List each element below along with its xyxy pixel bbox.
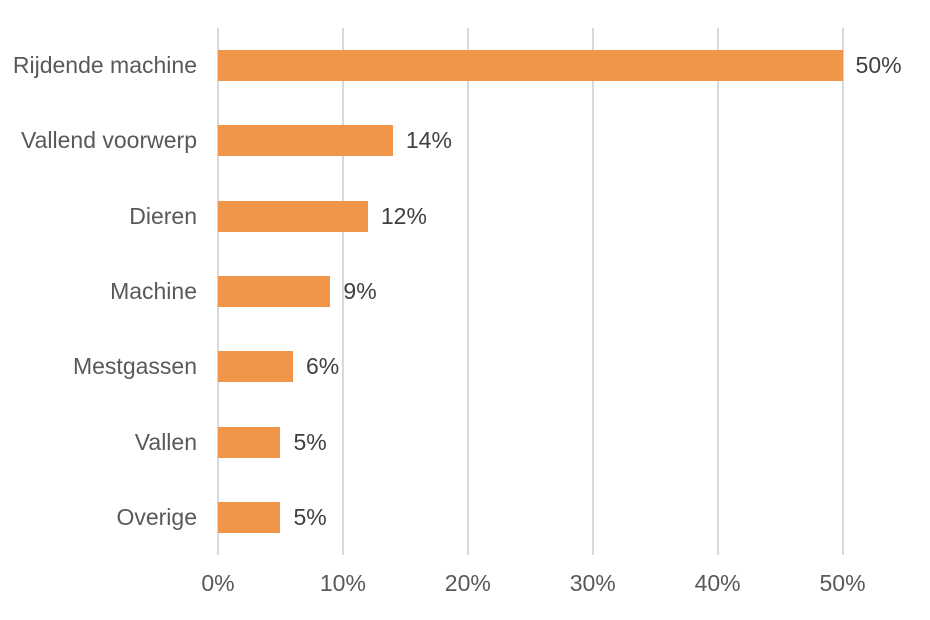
category-label: Rijdende machine [12,52,197,79]
data-label: 50% [855,52,902,79]
category-label: Overige [116,503,197,530]
bar-track: 50% [218,50,905,82]
bar-track: 6% [218,351,905,383]
bar-track: 12% [218,200,905,232]
gridline-30pct [591,28,594,555]
bar-track: 14% [218,125,905,157]
x-tick-label: 0% [201,570,235,596]
bar-track: 5% [218,501,905,533]
data-label: 5% [293,428,327,455]
data-label: 14% [405,127,452,154]
bar-track: 9% [218,275,905,307]
category-label: Mestgassen [72,353,197,380]
bar-row: Dieren 12% [0,179,930,254]
category-label: Machine [110,277,197,304]
gridline-50pct [841,28,844,555]
bar [218,125,393,157]
gridline-40pct [716,28,719,555]
data-label: 6% [305,353,340,380]
bar [218,426,281,458]
category-label: Vallen [134,428,197,455]
data-label: 12% [380,202,427,229]
category-label: Vallend voorwerp [20,127,197,154]
bar-row: Vallen 5% [0,404,930,479]
x-tick-label: 40% [694,570,741,596]
x-tick-label: 50% [819,570,866,596]
bar-row: Vallend voorwerp 14% [0,103,930,178]
bar [218,275,331,307]
x-tick-label: 10% [319,570,366,596]
x-tick-label: 30% [569,570,616,596]
bar-row: Rijdende machine 50% [0,28,930,103]
bar [218,351,293,383]
x-tick-label: 20% [444,570,491,596]
bar [218,200,368,232]
bar-track: 5% [218,426,905,458]
data-label: 9% [343,277,377,304]
bar-row: Mestgassen 6% [0,329,930,404]
bar-rows: Rijdende machine 50% Vallend voorwerp 14… [0,28,930,555]
data-label: 5% [293,503,327,530]
bar-row: Overige 5% [0,480,930,555]
bar [218,50,843,82]
x-axis: 0% 10% 20% 30% 40% 50% [201,570,905,602]
gridline-10pct [341,28,344,555]
category-label: Dieren [129,202,197,229]
bar [218,501,281,533]
gridline-20pct [466,28,469,555]
bar-row: Machine 9% [0,254,930,329]
